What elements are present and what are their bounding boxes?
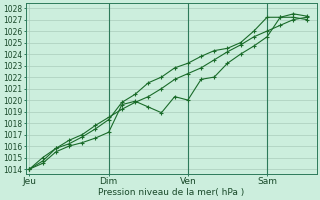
X-axis label: Pression niveau de la mer( hPa ): Pression niveau de la mer( hPa ) bbox=[98, 188, 244, 197]
